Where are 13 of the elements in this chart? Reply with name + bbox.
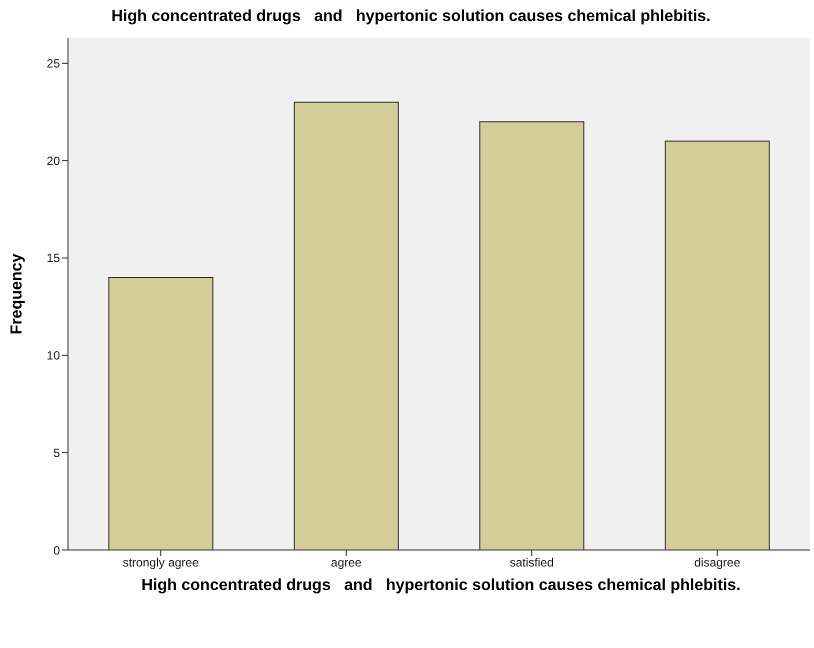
y-axis-title: Frequency bbox=[8, 253, 26, 334]
y-tick-label: 20 bbox=[46, 154, 60, 168]
chart-title: High concentrated drugs and hypertonic solution causes chemical phlebitis. bbox=[110, 8, 712, 27]
y-tick-label: 10 bbox=[46, 348, 60, 363]
x-axis-title: High concentrated drugs and hypertonic solution causes chemical phlebitis. bbox=[140, 577, 742, 594]
x-tick-label: strongly agree bbox=[122, 556, 200, 570]
x-tick-label: agree bbox=[330, 556, 362, 570]
x-tick-label: disagree bbox=[694, 556, 741, 570]
y-tick-label: 0 bbox=[53, 543, 60, 558]
y-tick-label: 25 bbox=[46, 56, 60, 71]
y-tick-label: 5 bbox=[53, 446, 60, 460]
x-tick-label: satisfied bbox=[510, 556, 554, 570]
y-tick-label: 15 bbox=[46, 251, 60, 266]
